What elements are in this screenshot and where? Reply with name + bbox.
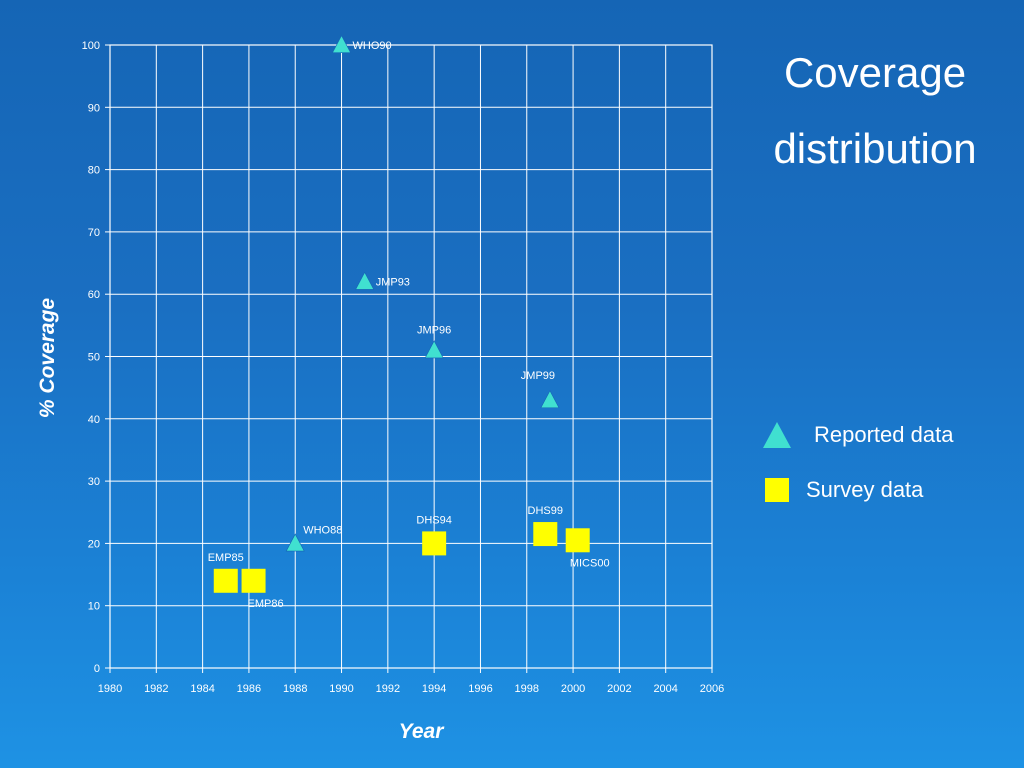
survey-data-point — [213, 568, 238, 593]
x-tick-label: 1998 — [515, 683, 539, 695]
data-point-label: WHO90 — [353, 40, 392, 52]
reported-data-point — [540, 390, 560, 409]
data-point-label: DHS99 — [528, 505, 563, 517]
x-tick-label: 1996 — [468, 683, 492, 695]
x-tick-label: 1990 — [329, 683, 353, 695]
square-marker-icon — [762, 475, 792, 505]
reported-data-point — [355, 271, 375, 290]
y-axis-title: % Coverage — [36, 298, 59, 419]
data-point-label: EMP86 — [248, 598, 284, 610]
plot-frame — [109, 44, 713, 669]
survey-data-point — [241, 568, 266, 593]
y-tick-label: 30 — [88, 476, 100, 488]
data-point-label: EMP85 — [208, 552, 244, 564]
survey-data-point — [565, 528, 590, 553]
survey-data-point — [533, 522, 558, 547]
slide-title-line2: distribution — [773, 125, 977, 172]
reported-data-point — [424, 340, 444, 359]
data-point-label: JMP99 — [521, 370, 555, 382]
x-tick-label: 2004 — [653, 683, 677, 695]
x-tick-label: 1986 — [237, 683, 261, 695]
x-tick-label: 2000 — [561, 683, 585, 695]
y-tick-label: 80 — [88, 165, 100, 177]
y-tick-label: 100 — [82, 40, 100, 52]
data-point-label: JMP93 — [376, 277, 410, 289]
x-tick-label: 1982 — [144, 683, 168, 695]
y-tick-label: 60 — [88, 289, 100, 301]
x-tick-label: 1992 — [376, 683, 400, 695]
y-tick-label: 0 — [94, 663, 100, 675]
x-tick-label: 2006 — [700, 683, 724, 695]
reported-data-point — [332, 35, 352, 53]
x-tick-label: 2002 — [607, 683, 631, 695]
y-tick-label: 50 — [88, 352, 100, 364]
y-tick-label: 70 — [88, 227, 100, 239]
marks-layer: WHO88 WHO90 JMP93 JMP96 JMP99 EMP85 EMP86 DHS94… — [208, 35, 610, 610]
data-point-label: JMP96 — [417, 324, 451, 336]
slide-title-line1: Coverage — [783, 49, 967, 96]
legend-label-survey: Survey data — [806, 477, 924, 502]
x-tick-label: 1988 — [283, 683, 307, 695]
x-tick-label: 1984 — [190, 683, 214, 695]
data-point-label: MICS00 — [570, 557, 610, 569]
triangle-marker-icon — [762, 420, 792, 450]
grid-layer — [109, 44, 713, 669]
y-tick-label: 10 — [88, 601, 100, 613]
data-point-label: WHO88 — [303, 524, 342, 536]
x-axis-title: Year — [399, 720, 446, 743]
reported-data-point — [285, 533, 305, 552]
legend-item-survey-data: Survey data — [762, 475, 923, 505]
y-tick-label: 90 — [88, 102, 100, 114]
y-tick-label: 20 — [88, 538, 100, 550]
x-tick-label: 1994 — [422, 683, 446, 695]
data-point-label: DHS94 — [416, 514, 451, 526]
legend-item-reported-data: Reported data — [762, 420, 953, 450]
axis-layer: 1980 1982 1984 1986 1988 1990 1992 1994 1996 1998… — [82, 40, 725, 695]
legend-label-reported: Reported data — [814, 422, 954, 447]
x-tick-label: 1980 — [98, 683, 122, 695]
survey-data-point — [422, 531, 447, 556]
y-tick-label: 40 — [88, 414, 100, 426]
